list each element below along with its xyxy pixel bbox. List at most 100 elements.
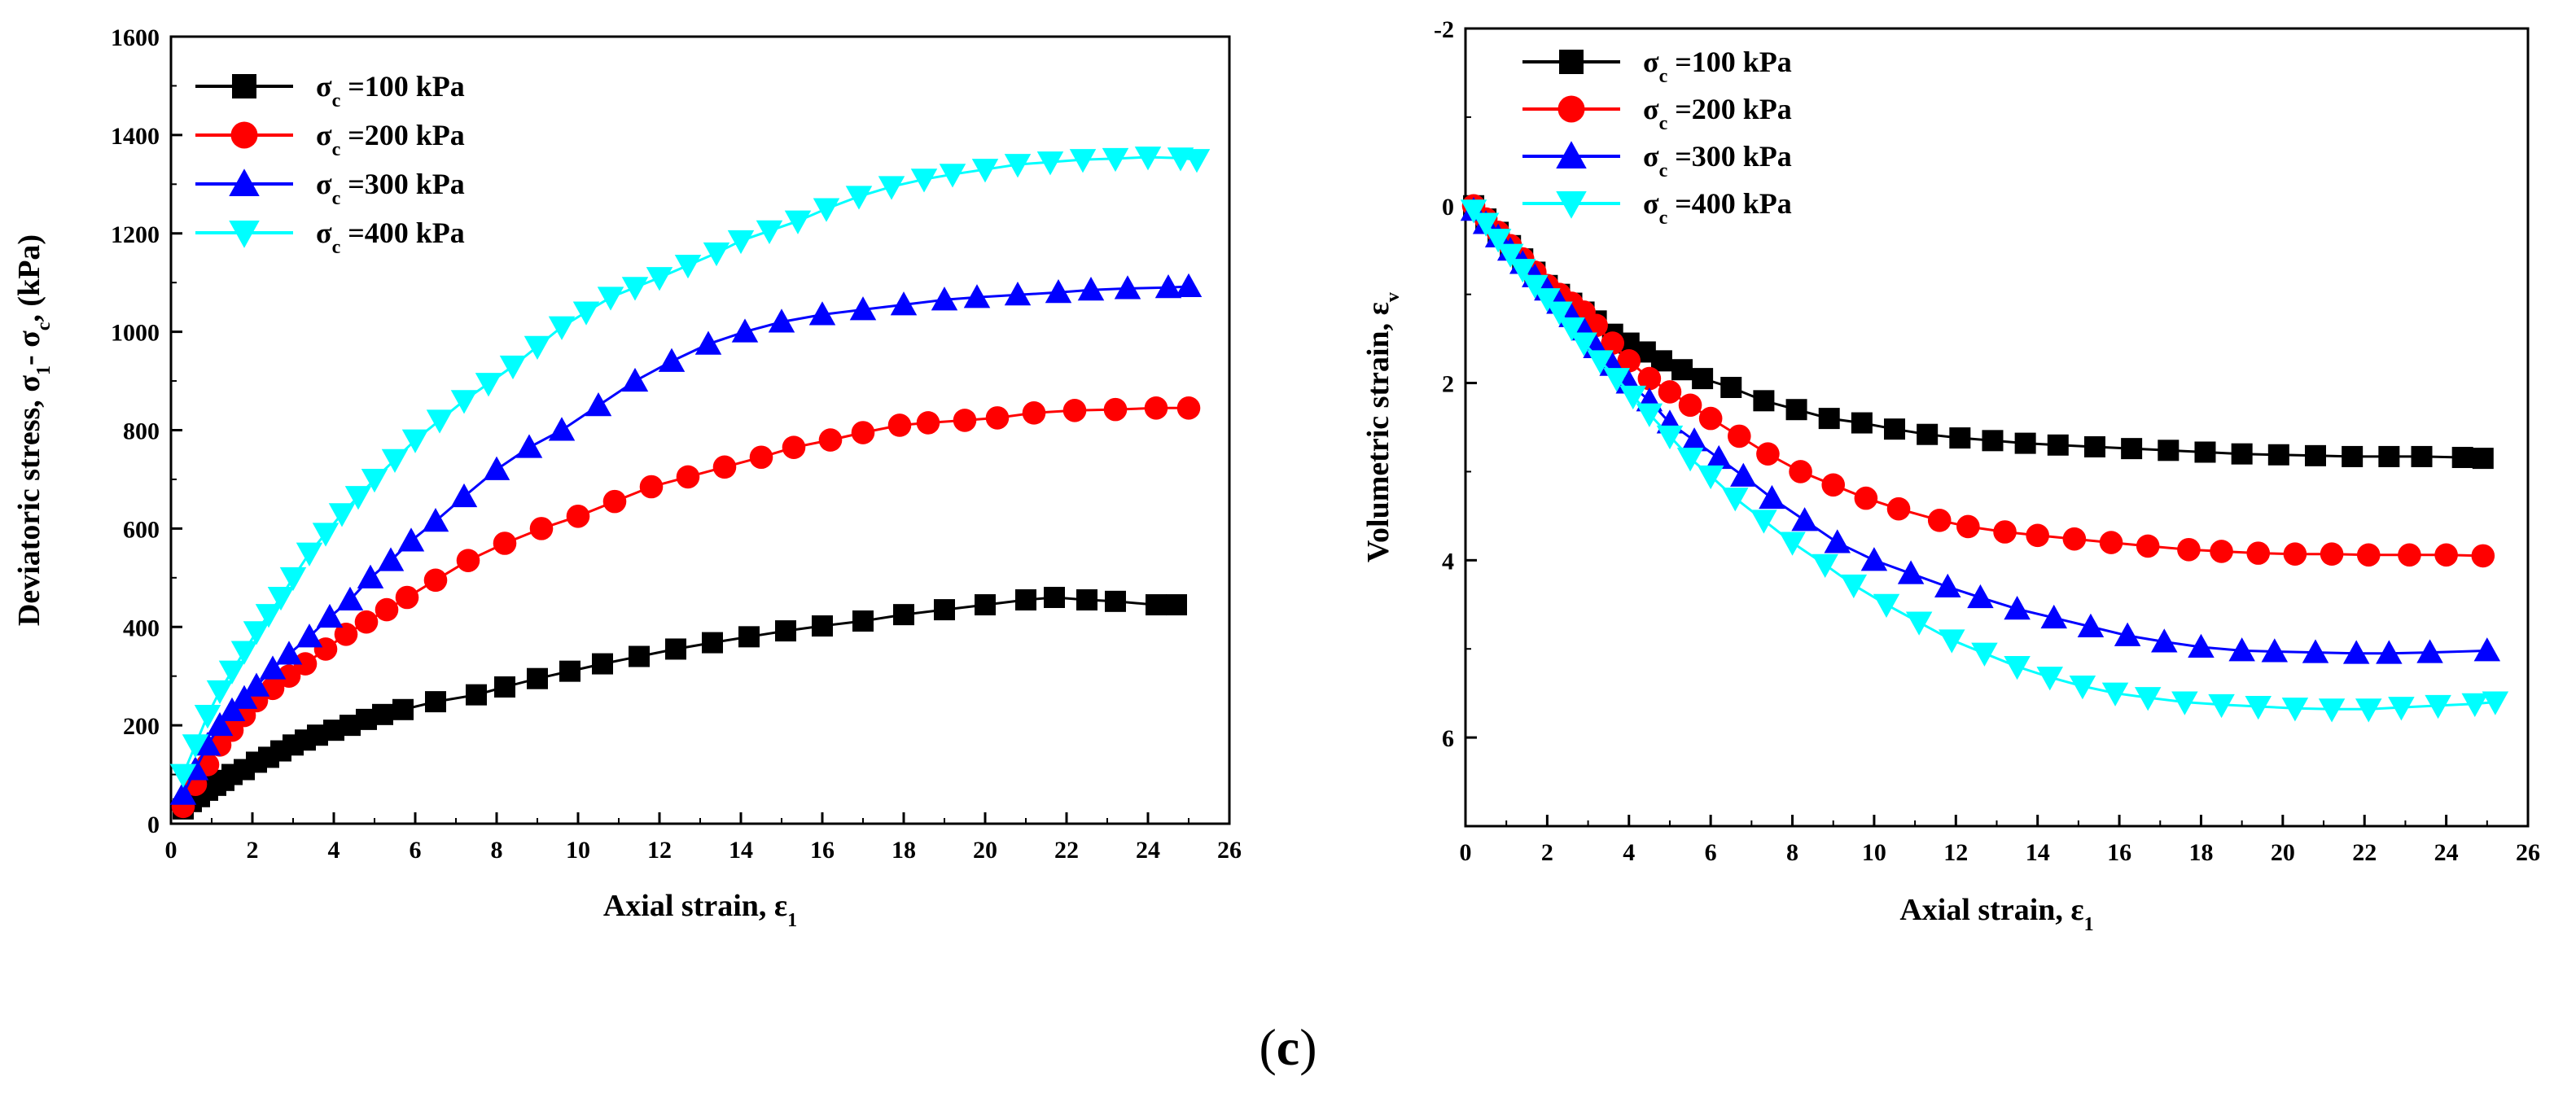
data-point [1884, 418, 1906, 440]
data-point [1176, 396, 1201, 420]
data-point [243, 672, 270, 697]
data-point [2261, 638, 2289, 663]
x-tick-label: 6 [1705, 839, 1717, 866]
data-point [2062, 527, 2087, 551]
data-point [1759, 484, 1785, 510]
data-point [559, 660, 580, 682]
series--100-kPa [173, 586, 1187, 820]
y-tick-label: 1400 [111, 123, 160, 150]
data-point [2036, 667, 2063, 691]
data-point [621, 367, 649, 392]
data-point [2461, 693, 2488, 717]
data-point [194, 705, 221, 729]
data-point [1697, 465, 1724, 490]
data-point [1522, 274, 1549, 300]
y-tick-label: 1000 [111, 320, 160, 347]
legend-label: σc =400 kPa [316, 217, 465, 258]
data-point [1854, 486, 1878, 510]
x-tick-label: 10 [1862, 839, 1886, 866]
data-point [1680, 427, 1708, 452]
data-point [703, 242, 730, 267]
data-point [1183, 149, 1211, 173]
data-point [1967, 584, 1994, 609]
data-point [275, 641, 303, 665]
data-point [1603, 368, 1630, 392]
data-point [1077, 277, 1105, 301]
data-point [1015, 589, 1036, 611]
x-tick-label: 16 [2107, 839, 2131, 866]
x-tick-label: 14 [2026, 839, 2050, 866]
data-point [2425, 694, 2451, 720]
data-point [1069, 149, 1097, 173]
data-point [1791, 507, 1818, 532]
data-point [916, 411, 940, 435]
legend-label: σc =300 kPa [1643, 140, 1792, 182]
data-point [1676, 448, 1704, 472]
data-point [206, 680, 234, 705]
data-point [1656, 425, 1684, 450]
data-point [592, 653, 613, 675]
data-point [372, 703, 393, 725]
data-point [2302, 639, 2329, 663]
data-point [2411, 445, 2433, 467]
series--300-kPa [169, 273, 1203, 805]
legend-label: σc =200 kPa [316, 119, 465, 160]
data-point [1779, 532, 1806, 556]
data-point [738, 626, 760, 648]
data-point [1175, 273, 1203, 298]
data-point [529, 517, 554, 540]
y-tick-label: 400 [123, 615, 160, 641]
data-point [2194, 441, 2216, 463]
data-point [934, 599, 955, 621]
x-tick-label: 2 [247, 837, 259, 864]
data-point [1636, 403, 1663, 427]
series--300-kPa [1460, 196, 2501, 664]
data-point [548, 316, 576, 340]
data-point [890, 291, 918, 316]
data-point [1939, 629, 1965, 654]
series--400-kPa [1460, 199, 2509, 723]
data-point [727, 230, 755, 255]
data-point [1753, 390, 1775, 412]
x-tick-label: 22 [2352, 839, 2377, 866]
data-point [2342, 640, 2370, 664]
data-point [1114, 275, 1141, 300]
data-point [2134, 687, 2162, 711]
data-point [1949, 427, 1971, 449]
data-point [818, 428, 843, 452]
x-tick-label: 26 [1217, 837, 1242, 864]
data-point [493, 532, 517, 555]
data-point [1571, 332, 1597, 357]
data-point [243, 621, 270, 645]
data-point [2231, 443, 2253, 465]
data-point [194, 732, 221, 756]
series-line [1472, 204, 2483, 460]
data-point [1658, 380, 1682, 404]
data-point [1785, 399, 1807, 421]
data-point [2026, 523, 2049, 548]
data-point [230, 641, 258, 665]
x-tick-label: 24 [1136, 837, 1160, 864]
data-point [2121, 438, 2143, 460]
data-point [218, 697, 246, 721]
data-point [939, 164, 966, 188]
data-point [2398, 543, 2421, 567]
data-point [2471, 544, 2495, 568]
data-point [2378, 445, 2400, 467]
x-tick-label: 16 [810, 837, 835, 864]
data-point [2355, 698, 2382, 723]
data-point [2077, 613, 2105, 637]
data-point [1722, 488, 1749, 512]
data-point [566, 504, 590, 528]
data-point [1860, 547, 1888, 571]
data-point [782, 435, 806, 459]
data-point [450, 390, 478, 414]
data-point [1993, 520, 2017, 544]
data-point [712, 455, 737, 479]
data-point [2246, 541, 2271, 565]
data-point [1546, 301, 1573, 326]
y-tick-label: 1200 [111, 221, 160, 248]
data-point [1534, 288, 1561, 313]
data-point [812, 615, 833, 637]
data-point [328, 503, 356, 527]
